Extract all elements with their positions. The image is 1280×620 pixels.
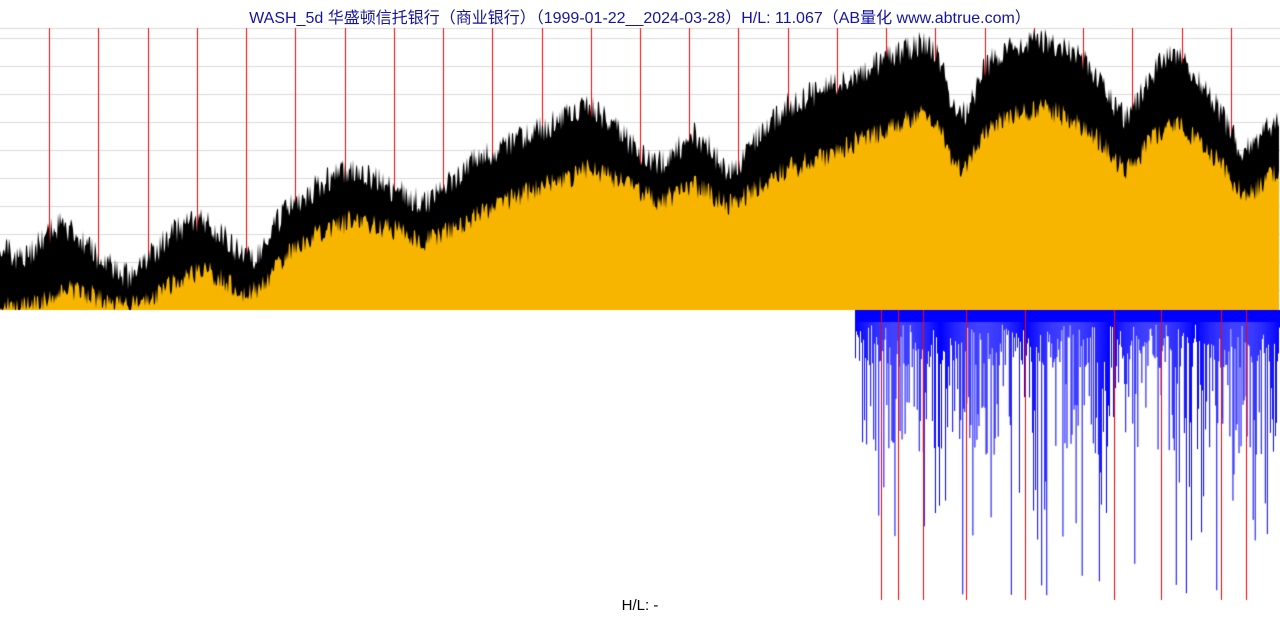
price-volume-chart — [0, 0, 1280, 620]
chart-footer: H/L: - — [0, 597, 1280, 614]
chart-title: WASH_5d 华盛顿信托银行（商业银行）（1999-01-22__2024-0… — [0, 4, 1280, 28]
